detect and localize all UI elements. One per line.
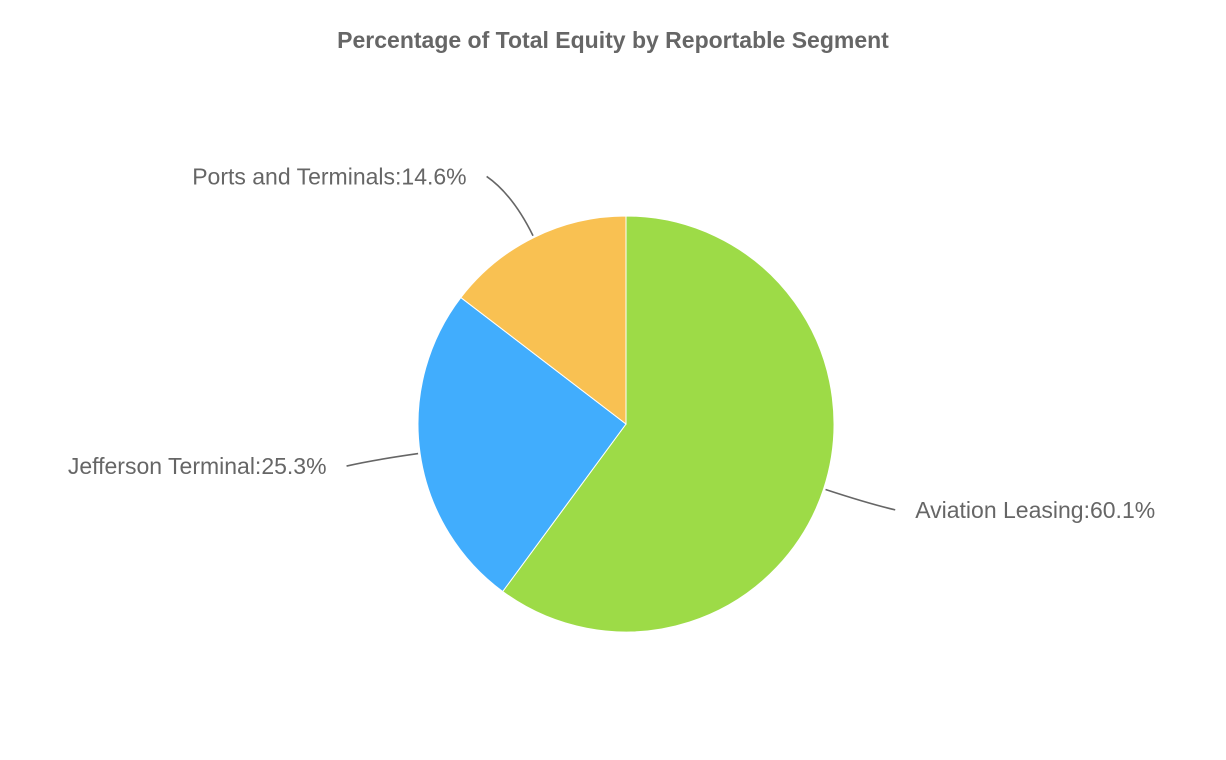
slice-label-ports-and-terminals: Ports and Terminals:14.6%	[192, 163, 466, 189]
slice-labels-layer: Aviation Leasing:60.1% Jefferson Terminal…	[68, 163, 1155, 522]
pie-slice-aviation-leasing	[501, 215, 835, 633]
leader-lines-layer	[346, 175, 896, 511]
chart-title: Percentage of Total Equity by Reportable…	[337, 27, 889, 53]
leader-line-aviation-leasing	[825, 488, 896, 511]
leader-line-jefferson-terminal	[346, 452, 419, 467]
slice-label-jefferson-terminal: Jefferson Terminal:25.3%	[68, 453, 327, 479]
pie-slice-ports-and-terminals	[460, 215, 627, 426]
slices-layer	[417, 215, 835, 633]
slice-label-aviation-leasing: Aviation Leasing:60.1%	[915, 497, 1155, 523]
pie-slice-jefferson-terminal	[417, 296, 627, 593]
leader-line-ports-and-terminals	[486, 175, 534, 237]
